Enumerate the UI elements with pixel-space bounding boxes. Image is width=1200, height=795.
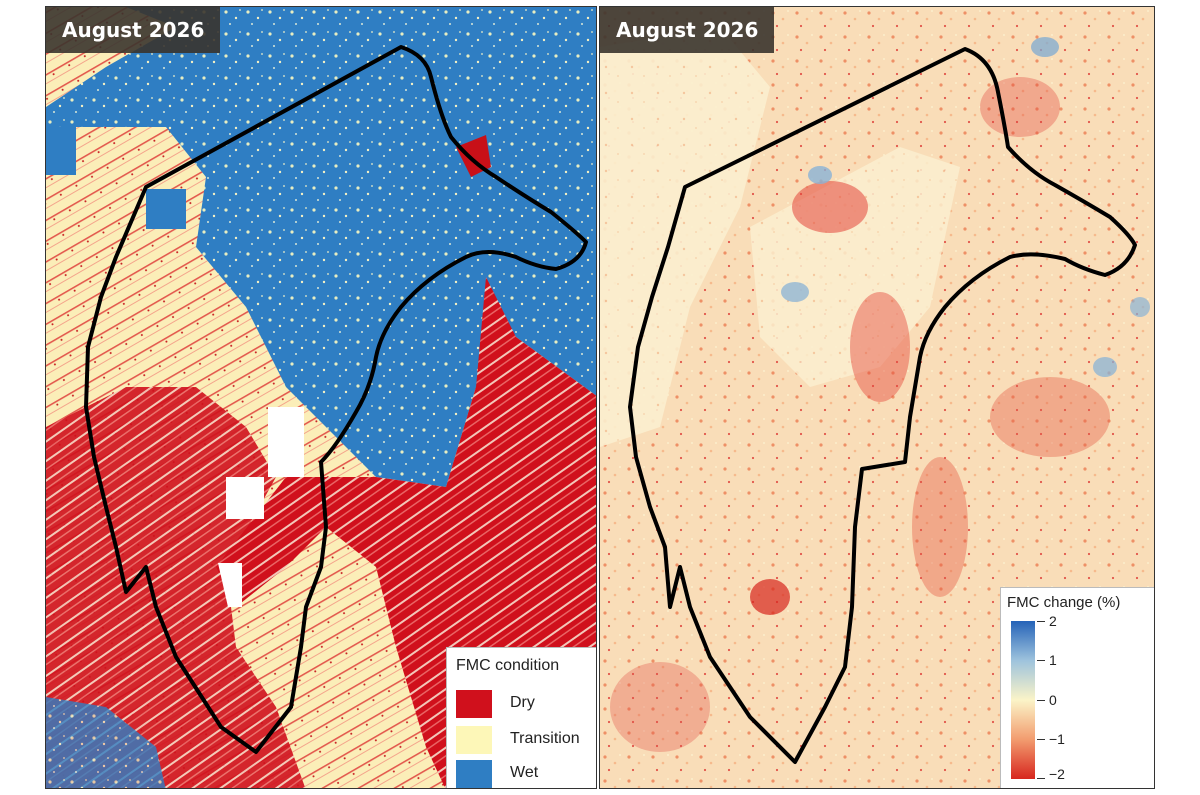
drying-cluster [792,181,868,233]
colorbar-tick [1037,739,1045,740]
cloud-gap [218,563,242,607]
legend-label-transition: Transition [510,730,580,747]
drying-cluster [990,377,1110,457]
colorbar-tick-label: 0 [1049,692,1057,708]
fmc-condition-map-panel: August 2026 FMC condition Dry Transition… [45,6,597,789]
drying-cluster [750,579,790,615]
colorbar-tick-label: 1 [1049,652,1057,668]
fmc-change-legend: FMC change (%) 2 1 0 −1 −2 [1000,587,1154,788]
wet-patch [46,127,76,175]
dry-swatch [456,690,492,718]
study-area-boundary [84,45,588,754]
colorbar-tick-label: −1 [1049,731,1065,747]
legend-label-wet: Wet [510,764,539,781]
wet-swatch [456,760,492,788]
drying-cluster [980,77,1060,137]
legend-title: FMC change (%) [1007,594,1121,611]
colorbar-tick [1037,621,1045,622]
legend-label-dry: Dry [510,694,535,711]
cloud-gap [226,477,264,519]
transition-swatch [456,726,492,754]
neutral-zone [600,27,770,447]
drying-cluster [850,292,910,402]
colorbar-tick [1037,700,1045,701]
colorbar-tick [1037,660,1045,661]
wetting-spot [781,282,809,302]
study-area-boundary [628,47,1137,764]
wet-zone [46,697,166,788]
colorbar-tick-label: −2 [1049,766,1065,782]
fmc-condition-legend: FMC condition Dry Transition Wet [446,647,596,788]
wetting-spot [1130,297,1150,317]
colorbar-tick [1037,778,1045,779]
fmc-change-colorbar [1011,621,1035,779]
wetting-spot [1093,357,1117,377]
legend-title: FMC condition [456,657,560,674]
wetting-spot [808,166,832,184]
map-title: August 2026 [600,7,775,53]
fmc-change-map-panel: August 2026 FMC change (%) 2 1 0 −1 −2 [599,6,1155,789]
colorbar-tick-label: 2 [1049,613,1057,629]
wet-zone [46,7,596,487]
drying-cluster [912,457,968,597]
wet-patch [146,189,186,229]
map-title: August 2026 [46,7,221,53]
wetting-spot [1031,37,1059,57]
cloud-gap [268,407,304,477]
drying-cluster [610,662,710,752]
